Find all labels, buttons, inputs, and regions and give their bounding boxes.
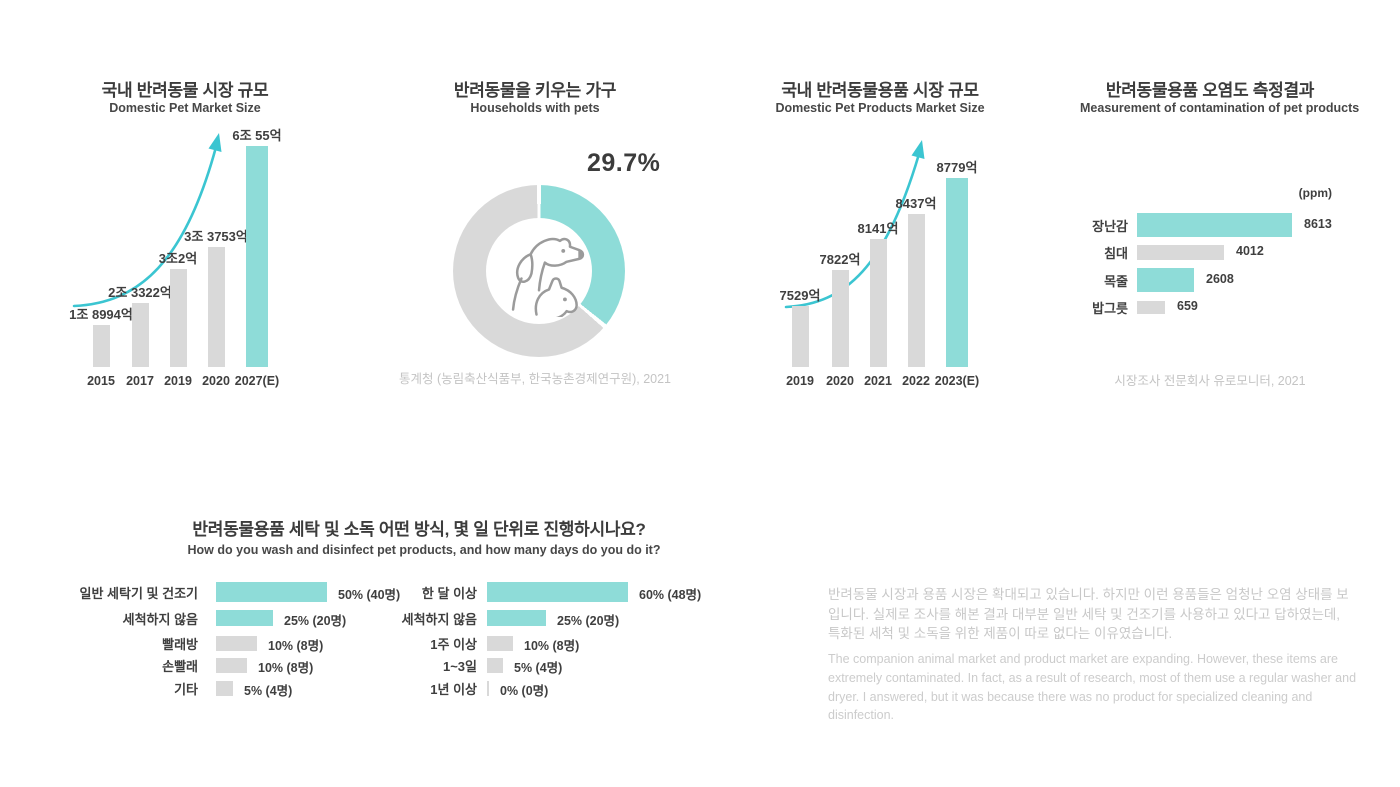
- chart-domestic-pet-market: 국내 반려동물 시장 규모 Domestic Pet Market Size 1…: [60, 76, 310, 388]
- axis-label: 2021: [864, 374, 892, 388]
- bar-2020: [207, 247, 225, 367]
- bar-세척하지 않음: [487, 610, 546, 626]
- bar-value-label: 2608: [1206, 272, 1234, 286]
- bar-value-label: 2조 3322억: [108, 285, 172, 300]
- axis-label: 2027(E): [234, 374, 280, 388]
- chart-subtitle: Domestic Pet Products Market Size: [775, 101, 985, 115]
- bar-1주 이상: [487, 635, 513, 651]
- row-label: 밥그릇: [1092, 301, 1128, 316]
- axis-label: 2015: [87, 374, 115, 388]
- bar-value-label: 60% (48명): [639, 588, 702, 602]
- bar-value-label: 10% (8명): [524, 639, 580, 653]
- bar-일반 세탁기 및 건조기: [216, 582, 327, 602]
- axis-label: 2017: [126, 374, 154, 388]
- bar-value-label: 6조 55억: [232, 128, 282, 143]
- source-caption: 통계청 (농림축산식품부, 한국농촌경제연구원), 2021: [399, 372, 671, 386]
- bar-한 달 이상: [487, 582, 628, 602]
- bar-2015: [92, 325, 110, 367]
- bar-2017: [131, 303, 149, 367]
- row-label: 세척하지 않음: [122, 612, 198, 627]
- bar-value-label: 5% (4명): [244, 684, 293, 698]
- donut-hole: [486, 218, 592, 324]
- bar-value-label: 8141억: [857, 221, 899, 236]
- axis-label: 2020: [826, 374, 854, 388]
- chart-title: 반려동물을 키우는 가구: [453, 81, 617, 100]
- commentary-korean: 반려동물 시장과 용품 시장은 확대되고 있습니다. 하지만 이런 용품들은 엄…: [828, 587, 1349, 642]
- row-label: 1주 이상: [430, 637, 477, 652]
- row-label: 손빨래: [162, 659, 198, 674]
- axis-label: 2020: [202, 374, 230, 388]
- bar-value-label: 8779억: [936, 160, 978, 175]
- bar-2023(E): [946, 178, 968, 367]
- donut-percentage-label: 29.7%: [587, 149, 661, 177]
- bar-1~3일: [487, 657, 503, 673]
- bar-value-label: 50% (40명): [338, 588, 401, 602]
- bar-value-label: 5% (4명): [514, 661, 563, 675]
- axis-label: 2019: [164, 374, 192, 388]
- bar-value-label: 10% (8명): [258, 661, 314, 675]
- survey-subtitle: How do you wash and disinfect pet produc…: [187, 543, 661, 557]
- survey-section: 반려동물용품 세탁 및 소독 어떤 방식, 몇 일 단위로 진행하시나요? Ho…: [80, 512, 720, 722]
- bar-장난감: [1137, 213, 1292, 237]
- chart-subtitle: Households with pets: [470, 101, 600, 115]
- bar-value-label: 3조 3753억: [184, 229, 248, 244]
- bar-2027(E): [246, 146, 268, 367]
- bar-value-label: 10% (8명): [268, 639, 324, 653]
- chart-subtitle: Domestic Pet Market Size: [109, 101, 261, 115]
- bar-2021: [869, 239, 887, 367]
- bar-2019: [791, 306, 809, 367]
- bar-세척하지 않음: [216, 610, 273, 626]
- axis-label: 2019: [786, 374, 814, 388]
- bar-value-label: 1조 8994억: [69, 307, 133, 322]
- row-label: 빨래방: [162, 637, 198, 652]
- row-label: 일반 세탁기 및 건조기: [79, 586, 198, 601]
- bar-value-label: 659: [1177, 299, 1198, 313]
- donut-chart: [453, 185, 625, 357]
- bar-목줄: [1137, 268, 1194, 292]
- bar-value-label: 7529억: [779, 288, 821, 303]
- row-label: 1년 이상: [430, 682, 477, 697]
- axis-label: 2023(E): [934, 374, 980, 388]
- bar-value-label: 25% (20명): [557, 614, 620, 628]
- row-label: 기타: [174, 682, 198, 697]
- bar-1년 이상: [487, 680, 489, 696]
- bar-value-label: 25% (20명): [284, 614, 347, 628]
- row-label: 침대: [1104, 246, 1128, 261]
- chart-pet-products-market: 국내 반려동물용품 시장 규모 Domestic Pet Products Ma…: [770, 76, 990, 388]
- survey-title: 반려동물용품 세탁 및 소독 어떤 방식, 몇 일 단위로 진행하시나요?: [192, 520, 646, 539]
- dog-and-cat-icon: [511, 237, 585, 317]
- chart-title: 국내 반려동물용품 시장 규모: [781, 81, 979, 100]
- bar-value-label: 4012: [1236, 244, 1264, 258]
- chart-title: 국내 반려동물 시장 규모: [101, 81, 269, 100]
- bar-value-label: 0% (0명): [500, 684, 549, 698]
- unit-label-ppm: (ppm): [1298, 186, 1332, 200]
- row-label: 목줄: [1104, 274, 1128, 289]
- commentary-english: The companion animal market and product …: [828, 652, 1357, 723]
- row-label: 세척하지 않음: [401, 612, 477, 627]
- bar-빨래방: [216, 635, 257, 651]
- bar-value-label: 3조2억: [158, 251, 198, 266]
- bar-2019: [169, 269, 187, 367]
- bar-손빨래: [216, 657, 247, 673]
- bar-2022: [907, 214, 925, 367]
- bar-밥그릇: [1137, 300, 1165, 314]
- chart-contamination: 반려동물용품 오염도 측정결과 Measurement of contamina…: [1080, 76, 1360, 406]
- row-label: 한 달 이상: [421, 586, 477, 601]
- bar-value-label: 8613: [1304, 217, 1332, 231]
- row-label: 장난감: [1092, 219, 1128, 234]
- chart-households-with-pets: 반려동물을 키우는 가구 Households with pets 29.7%: [399, 76, 671, 396]
- bar-침대: [1137, 244, 1224, 260]
- row-label: 1~3일: [442, 659, 477, 674]
- axis-label: 2022: [902, 374, 930, 388]
- bar-2020: [831, 270, 849, 367]
- chart-title: 반려동물용품 오염도 측정결과: [1105, 81, 1315, 100]
- chart-subtitle: Measurement of contamination of pet prod…: [1080, 101, 1360, 115]
- bar-기타: [216, 680, 233, 696]
- bar-value-label: 7822억: [819, 252, 861, 267]
- source-caption: 시장조사 전문회사 유로모니터, 2021: [1114, 374, 1306, 388]
- bar-value-label: 8437억: [895, 196, 937, 211]
